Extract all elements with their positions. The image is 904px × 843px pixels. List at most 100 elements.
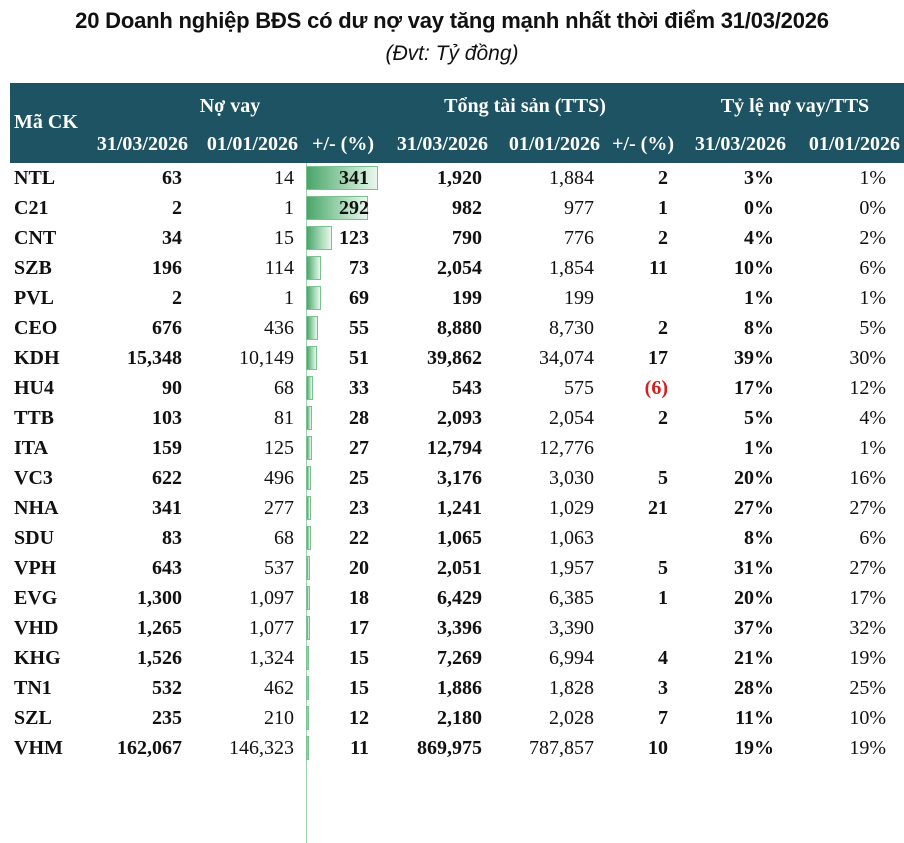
cell-assets-change: 1 xyxy=(658,197,668,219)
cell-ratio-old: 2% xyxy=(859,227,886,249)
cell-ratio-new: 11% xyxy=(735,707,774,729)
cell-debt-new: 83 xyxy=(162,527,182,549)
cell-assets-old: 2,054 xyxy=(549,407,594,429)
cell-debt-change: 12 xyxy=(349,707,369,729)
table-row: VPH 643 537 20 2,051 1,957 5 31% 27% xyxy=(10,553,904,583)
cell-assets-new: 3,176 xyxy=(437,467,482,489)
cell-assets-change: 2 xyxy=(658,227,668,249)
cell-ratio-old: 10% xyxy=(849,707,886,729)
cell-assets-change: 11 xyxy=(649,257,668,279)
table-row: VHD 1,265 1,077 17 3,396 3,390 37% 32% xyxy=(10,613,904,643)
cell-debt-change: 15 xyxy=(349,677,369,699)
cell-debt-old: 146,323 xyxy=(229,737,294,759)
cell-debt-new: 15,348 xyxy=(127,347,182,369)
cell-assets-change: 5 xyxy=(658,467,668,489)
header-debt-old: 01/01/2026 xyxy=(206,133,298,155)
cell-assets-new: 7,269 xyxy=(437,647,482,669)
cell-debt-change: 20 xyxy=(349,557,369,579)
table-row: NTL 63 14 341 1,920 1,884 2 3% 1% xyxy=(10,163,904,193)
cell-assets-old: 1,957 xyxy=(549,557,594,579)
cell-ratio-new: 31% xyxy=(734,557,774,579)
cell-debt-new: 34 xyxy=(162,227,182,249)
cell-assets-old: 34,074 xyxy=(539,347,594,369)
debt-change-bar xyxy=(306,256,322,280)
cell-assets-old: 3,030 xyxy=(549,467,594,489)
debt-change-bar xyxy=(306,496,311,520)
cell-ratio-new: 28% xyxy=(734,677,774,699)
cell-debt-old: 14 xyxy=(274,167,294,189)
cell-ratio-new: 8% xyxy=(744,527,774,549)
cell-debt-change: 123 xyxy=(339,227,369,249)
cell-ratio-new: 1% xyxy=(744,437,774,459)
debt-change-bar xyxy=(306,346,317,370)
table-row: SDU 83 68 22 1,065 1,063 8% 6% xyxy=(10,523,904,553)
cell-ticker: ITA xyxy=(14,437,49,459)
cell-debt-new: 162,067 xyxy=(117,737,182,759)
cell-ratio-new: 19% xyxy=(734,737,774,759)
table-row: SZB 196 114 73 2,054 1,854 11 10% 6% xyxy=(10,253,904,283)
cell-assets-new: 8,880 xyxy=(437,317,482,339)
table-row: SZL 235 210 12 2,180 2,028 7 11% 10% xyxy=(10,703,904,733)
cell-debt-new: 159 xyxy=(152,437,182,459)
cell-assets-new: 1,920 xyxy=(437,167,482,189)
header-ratio-group: Tỷ lệ nợ vay/TTS xyxy=(720,95,870,117)
cell-assets-old: 575 xyxy=(564,377,594,399)
cell-assets-change: 2 xyxy=(658,407,668,429)
cell-debt-change: 18 xyxy=(349,587,369,609)
cell-debt-old: 462 xyxy=(264,677,294,699)
cell-assets-new: 1,241 xyxy=(437,497,482,519)
header-debt-new: 31/03/2026 xyxy=(96,133,188,155)
cell-assets-change xyxy=(600,523,668,553)
cell-debt-old: 81 xyxy=(274,407,294,429)
table-row: NHA 341 277 23 1,241 1,029 21 27% 27% xyxy=(10,493,904,523)
cell-assets-old: 8,730 xyxy=(549,317,594,339)
debt-change-bar xyxy=(306,196,368,220)
cell-debt-new: 622 xyxy=(152,467,182,489)
cell-ratio-new: 39% xyxy=(734,347,774,369)
cell-debt-old: 1 xyxy=(284,287,294,309)
cell-ratio-old: 6% xyxy=(859,527,886,549)
cell-debt-old: 114 xyxy=(264,257,294,279)
table-row: PVL 2 1 69 199 199 1% 1% xyxy=(10,283,904,313)
cell-debt-change: 27 xyxy=(349,437,369,459)
cell-assets-new: 790 xyxy=(452,227,482,249)
debt-change-bar xyxy=(306,526,311,550)
cell-assets-new: 199 xyxy=(452,287,482,309)
cell-ratio-old: 1% xyxy=(859,287,886,309)
cell-assets-change: 3 xyxy=(658,677,668,699)
cell-ticker: SDU xyxy=(14,527,55,549)
cell-assets-old: 787,857 xyxy=(529,737,594,759)
cell-ticker: NHA xyxy=(14,497,59,519)
cell-ticker: TTB xyxy=(14,407,55,429)
table-row: TN1 532 462 15 1,886 1,828 3 28% 25% xyxy=(10,673,904,703)
cell-ratio-old: 19% xyxy=(849,737,886,759)
debt-change-bar xyxy=(306,406,312,430)
cell-assets-new: 1,065 xyxy=(437,527,482,549)
header-assets-group: Tổng tài sản (TTS) xyxy=(444,95,606,117)
debt-change-bar xyxy=(306,616,310,640)
cell-ratio-old: 25% xyxy=(849,677,886,699)
cell-debt-change: 292 xyxy=(339,197,369,219)
debt-change-bar xyxy=(306,376,313,400)
cell-ticker: KHG xyxy=(14,647,61,669)
cell-ratio-new: 20% xyxy=(734,587,774,609)
cell-debt-old: 1,077 xyxy=(249,617,294,639)
cell-ratio-new: 3% xyxy=(744,167,774,189)
cell-debt-change: 25 xyxy=(349,467,369,489)
cell-ratio-old: 27% xyxy=(849,557,886,579)
cell-ratio-old: 12% xyxy=(849,377,886,399)
cell-assets-change: 2 xyxy=(658,167,668,189)
cell-debt-change: 22 xyxy=(349,527,369,549)
cell-debt-change: 28 xyxy=(349,407,369,429)
cell-ticker: PVL xyxy=(14,287,54,309)
header-ratio-new: 31/03/2026 xyxy=(694,133,786,155)
table-row: CEO 676 436 55 8,880 8,730 2 8% 5% xyxy=(10,313,904,343)
table-row: VC3 622 496 25 3,176 3,030 5 20% 16% xyxy=(10,463,904,493)
cell-assets-old: 1,884 xyxy=(549,167,594,189)
cell-debt-new: 1,265 xyxy=(137,617,182,639)
cell-assets-old: 776 xyxy=(564,227,594,249)
cell-assets-new: 869,975 xyxy=(417,737,482,759)
cell-ticker: HU4 xyxy=(14,377,54,399)
cell-debt-new: 643 xyxy=(152,557,182,579)
cell-assets-old: 977 xyxy=(564,197,594,219)
